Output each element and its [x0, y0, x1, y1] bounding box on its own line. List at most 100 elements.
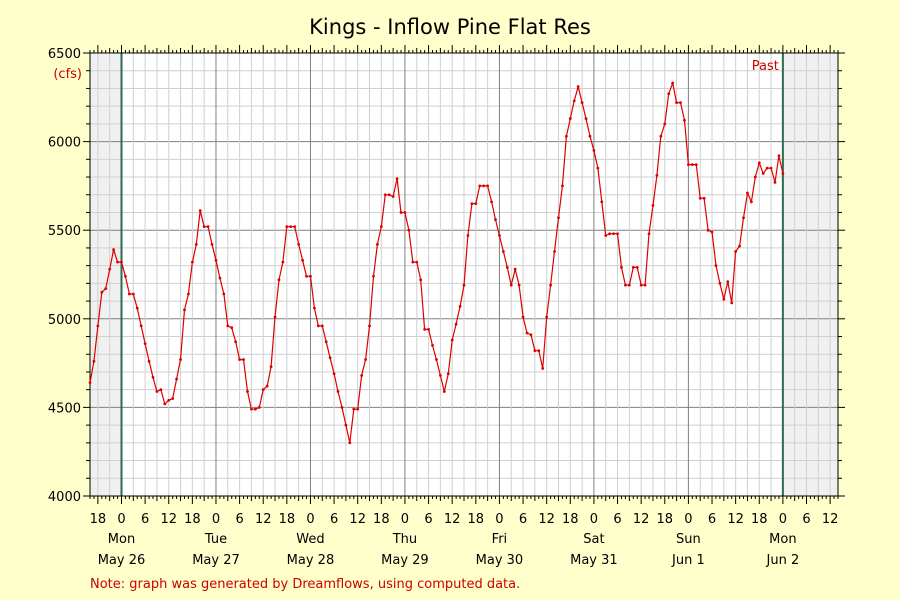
data-point: [120, 260, 123, 264]
data-point: [108, 267, 112, 271]
data-point: [765, 166, 769, 170]
data-point: [576, 85, 580, 89]
data-point: [230, 326, 234, 330]
data-point: [364, 358, 367, 361]
data-point: [187, 292, 190, 296]
x-weekday-label: Tue: [204, 532, 227, 547]
data-point: [478, 184, 482, 188]
data-point: [663, 122, 667, 126]
data-point: [450, 338, 454, 342]
y-tick-label: 4500: [48, 401, 81, 416]
data-point: [320, 324, 324, 328]
data-point: [757, 161, 761, 165]
y-tick-label: 6500: [48, 47, 81, 62]
y-tick-label: 6000: [48, 136, 81, 151]
data-point: [509, 283, 513, 287]
data-point: [761, 172, 765, 175]
data-point: [749, 200, 753, 204]
data-point: [635, 266, 639, 269]
data-point: [458, 304, 462, 308]
data-point: [608, 232, 612, 236]
data-point: [293, 225, 297, 229]
data-point: [647, 232, 651, 236]
x-weekday-label: Thu: [392, 532, 417, 547]
data-point: [588, 134, 592, 138]
data-point: [324, 340, 328, 344]
data-point: [679, 101, 682, 105]
data-point: [399, 211, 403, 214]
data-point: [446, 372, 450, 376]
data-point: [143, 342, 147, 346]
data-point: [517, 283, 521, 287]
data-point: [281, 260, 285, 264]
x-hour-label: 6: [519, 512, 527, 527]
data-point: [466, 234, 470, 237]
chart-note: Note: graph was generated by Dreamflows,…: [90, 577, 520, 592]
data-point: [206, 225, 210, 229]
data-point: [584, 117, 588, 120]
data-point: [112, 248, 116, 252]
data-point: [163, 402, 167, 406]
data-point: [356, 407, 360, 411]
data-point: [273, 315, 277, 319]
x-date-label: Jun 1: [671, 553, 705, 568]
data-point: [403, 211, 407, 214]
data-point: [332, 372, 336, 376]
shaded-region-end: [782, 53, 838, 496]
data-point: [541, 367, 545, 370]
x-hour-label: 0: [684, 512, 692, 527]
data-point: [242, 358, 245, 361]
data-point: [305, 274, 308, 278]
data-point: [533, 349, 537, 353]
data-point: [714, 264, 718, 268]
data-point: [372, 274, 375, 278]
data-point: [226, 324, 230, 328]
data-point: [234, 340, 238, 344]
data-point: [328, 356, 332, 360]
data-point: [773, 180, 777, 184]
data-point: [498, 234, 501, 237]
data-point: [675, 101, 678, 105]
y-tick-label: 5000: [48, 313, 81, 328]
data-point: [285, 225, 289, 229]
x-hour-label: 0: [495, 512, 503, 527]
x-hour-label: 12: [538, 512, 555, 527]
data-point: [96, 324, 100, 328]
data-point: [616, 232, 619, 236]
x-hour-label: 6: [802, 512, 810, 527]
x-hour-label: 18: [184, 512, 201, 527]
data-point: [415, 260, 419, 264]
data-point: [580, 101, 584, 105]
data-point: [549, 283, 553, 287]
data-point: [431, 343, 434, 347]
data-point: [612, 232, 615, 236]
data-point: [391, 195, 395, 198]
data-point: [777, 154, 781, 158]
data-point: [702, 196, 706, 200]
x-weekday-label: Sat: [583, 532, 604, 547]
data-point: [490, 200, 493, 204]
data-point: [151, 375, 155, 379]
x-weekday-label: Mon: [769, 532, 796, 547]
data-point: [592, 149, 596, 152]
x-hour-label: 12: [160, 512, 177, 527]
x-hour-label: 18: [90, 512, 107, 527]
x-hour-label: 6: [613, 512, 621, 527]
data-point: [198, 209, 202, 213]
data-point: [316, 324, 320, 328]
data-point: [474, 202, 478, 206]
data-point: [596, 166, 600, 170]
data-point: [620, 266, 623, 269]
data-point: [379, 225, 383, 229]
x-hour-label: 0: [779, 512, 787, 527]
data-point: [352, 407, 356, 411]
data-point: [746, 191, 749, 195]
data-point: [313, 306, 316, 310]
data-point: [336, 390, 340, 393]
data-point: [442, 390, 446, 393]
y-axis-unit-label: (cfs): [53, 67, 82, 82]
data-point: [246, 390, 249, 393]
data-point: [706, 228, 710, 232]
data-point: [486, 184, 490, 188]
data-point: [100, 290, 104, 294]
